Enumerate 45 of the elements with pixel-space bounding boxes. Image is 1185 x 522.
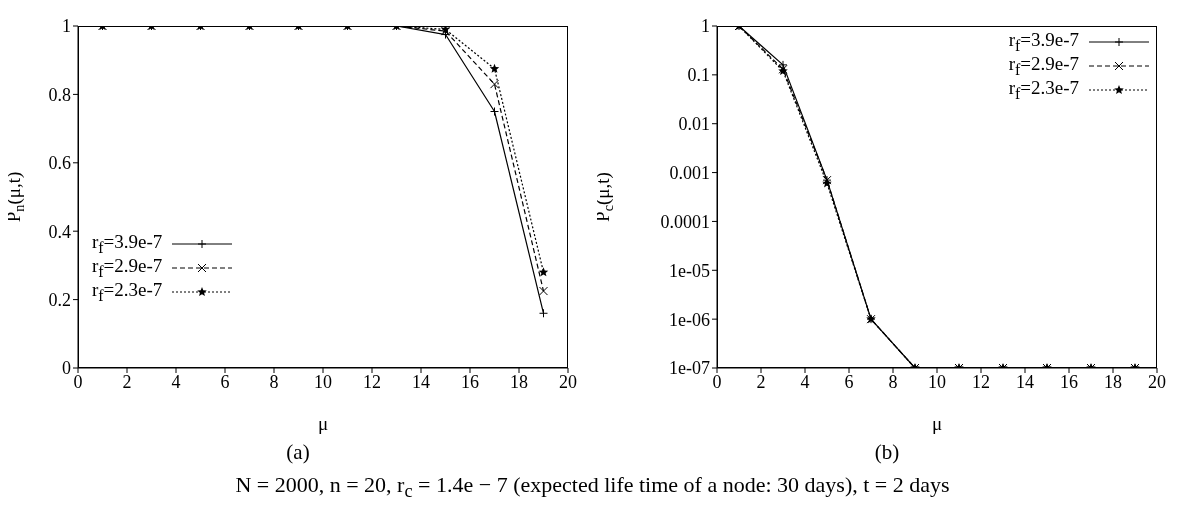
x-axis-title: μ [317,413,329,434]
x-tick-label: 4 [800,371,810,392]
y-tick-label: 0.001 [669,162,710,183]
x-tick-label: 12 [363,371,381,392]
legend-label: r$_{f}$=3.9e-7 [92,231,163,256]
y-tick-label: 0.1 [687,65,710,86]
x-tick-label: 14 [1016,371,1034,392]
legend-label: r$_{f}$=2.9e-7 [1008,53,1079,78]
legend-label: r$_{f}$=2.3e-7 [92,279,163,304]
x-tick-label: 16 [461,371,479,392]
y-tick-label: 1e-05 [669,260,710,281]
x-tick-label: 18 [510,371,528,392]
y-tick-label: 1 [701,16,710,37]
text: N = 2000, n = 20, r$_{c}$ = 1.4e − 7 (expected life time of a node: 30 days), t = 2 days [235,472,950,502]
x-tick-label: 6 [220,371,230,392]
legend-label: r$_{f}$=2.3e-7 [1008,77,1079,102]
x-tick-label: 8 [269,371,279,392]
x-tick-label: 14 [412,371,430,392]
text: (b) [874,440,900,464]
x-tick-label: 12 [972,371,990,392]
y-tick-label: 0.8 [48,84,71,105]
x-tick-label: 8 [888,371,898,392]
y-tick-label: 1e-06 [669,309,710,330]
x-tick-label: 2 [756,371,766,392]
y-tick-label: 0.2 [48,289,71,310]
x-tick-label: 6 [844,371,854,392]
text: (a) [286,440,310,464]
legend-label: r$_{f}$=3.9e-7 [1008,29,1079,54]
x-tick-label: 18 [1104,371,1122,392]
y-tick-label: 0.0001 [660,211,710,232]
x-tick-label: 16 [1060,371,1078,392]
x-tick-label: 4 [171,371,181,392]
y-tick-label: 1e-07 [669,358,710,379]
y-tick-label: 0 [62,358,71,379]
y-tick-label: 1 [62,16,71,37]
x-tick-label: 10 [928,371,946,392]
x-tick-label: 20 [1148,371,1166,392]
x-axis-title: μ [931,413,943,434]
y-tick-label: 0.01 [678,114,710,135]
x-tick-label: 20 [559,371,577,392]
x-tick-label: 2 [122,371,132,392]
y-tick-label: 0.4 [48,221,71,242]
legend-label: r$_{f}$=2.9e-7 [92,255,163,280]
x-tick-label: 10 [314,371,332,392]
y-tick-label: 0.6 [48,153,71,174]
